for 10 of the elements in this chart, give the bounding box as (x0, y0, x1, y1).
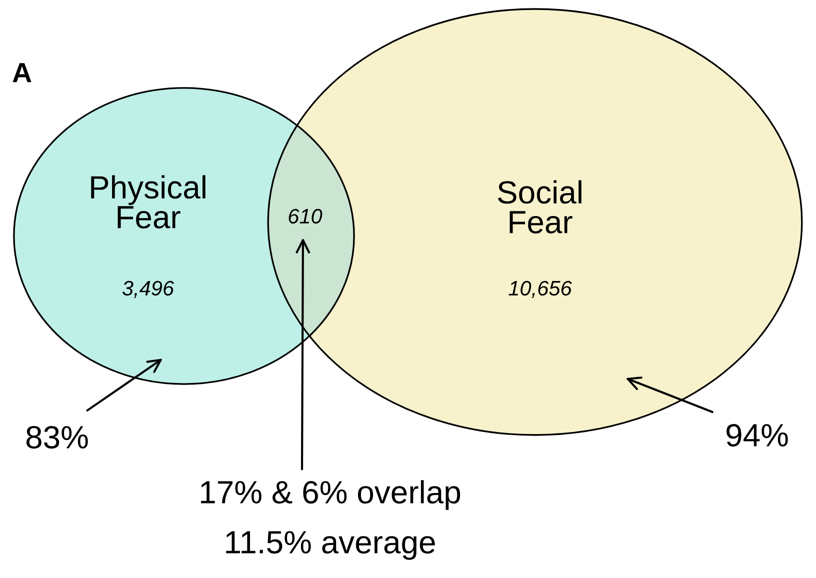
category-label: Physical Fear (91, 175, 206, 228)
text: 11.5% average (226, 531, 435, 560)
text: 17% & 6% overlap (201, 480, 460, 510)
text: 610 (288, 208, 322, 224)
data-label: 10,656 (508, 280, 572, 298)
data-label: 3,496 (122, 280, 174, 298)
text: 83% (26, 426, 88, 449)
text: A (12, 63, 32, 82)
category-label: Social Fear (498, 180, 582, 234)
text: 94% (726, 424, 788, 447)
